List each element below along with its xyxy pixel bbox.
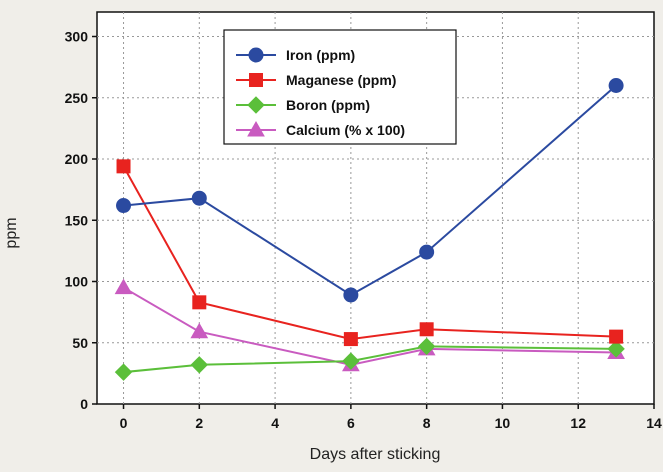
- y-axis-title: ppm: [3, 217, 20, 248]
- y-tick-label: 200: [65, 151, 89, 167]
- legend: Iron (ppm) Maganese (ppm) Boron (ppm) Calci…: [223, 29, 457, 145]
- legend-item: Maganese (ppm): [236, 72, 396, 88]
- y-tick-label: 0: [80, 396, 88, 412]
- x-tick-label: 2: [195, 415, 203, 431]
- x-tick-label: 14: [646, 415, 662, 431]
- series-1: [116, 159, 624, 347]
- data-point-diamond: [190, 356, 209, 374]
- data-point-circle: [116, 198, 132, 214]
- legend-item: Boron (ppm): [236, 96, 370, 114]
- x-tick-label: 10: [495, 415, 511, 431]
- y-tick-label: 150: [65, 212, 89, 228]
- data-point-circle: [419, 244, 435, 260]
- data-point-square: [419, 322, 434, 337]
- data-point-triangle: [190, 322, 209, 339]
- x-tick-label: 4: [271, 415, 279, 431]
- legend-label: Maganese (ppm): [286, 72, 396, 88]
- data-point-diamond: [607, 340, 625, 358]
- data-point-circle: [608, 78, 624, 93]
- legend-marker-diamond: [247, 96, 265, 114]
- legend-label: Iron (ppm): [286, 47, 355, 63]
- y-tick-label: 100: [65, 274, 89, 290]
- data-point-square: [192, 295, 207, 310]
- y-tick-label: 300: [65, 29, 89, 45]
- data-point-circle: [343, 287, 359, 303]
- legend-label: Calcium (% x 100): [286, 122, 405, 138]
- x-tick-label: 0: [120, 415, 128, 431]
- x-tick-label: 8: [423, 415, 431, 431]
- legend-label: Boron (ppm): [286, 97, 370, 113]
- data-point-diamond: [417, 337, 436, 356]
- data-point-square: [116, 159, 131, 174]
- data-point-circle: [191, 190, 207, 206]
- y-tick-label: 50: [72, 335, 88, 351]
- legend-marker-triangle: [247, 120, 265, 137]
- series-2: [114, 337, 625, 381]
- series-lines: [114, 78, 625, 381]
- axis-ticks: 0 50 100 150 200 250 300 0 2 4 6 8 10 12 14: [65, 29, 662, 432]
- data-point-square: [609, 329, 624, 344]
- data-point-diamond: [342, 352, 360, 370]
- x-tick-label: 6: [347, 415, 355, 431]
- data-point-diamond: [114, 363, 133, 381]
- x-axis-title: Days after sticking: [310, 446, 441, 463]
- y-tick-label: 250: [65, 90, 89, 106]
- legend-marker-circle: [248, 47, 264, 63]
- legend-item: Calcium (% x 100): [236, 120, 405, 138]
- x-tick-label: 12: [570, 415, 586, 431]
- data-point-triangle: [114, 278, 133, 295]
- series-0: [116, 78, 624, 303]
- data-point-square: [343, 332, 358, 347]
- legend-marker-square: [249, 73, 263, 87]
- legend-item: Iron (ppm): [236, 47, 355, 63]
